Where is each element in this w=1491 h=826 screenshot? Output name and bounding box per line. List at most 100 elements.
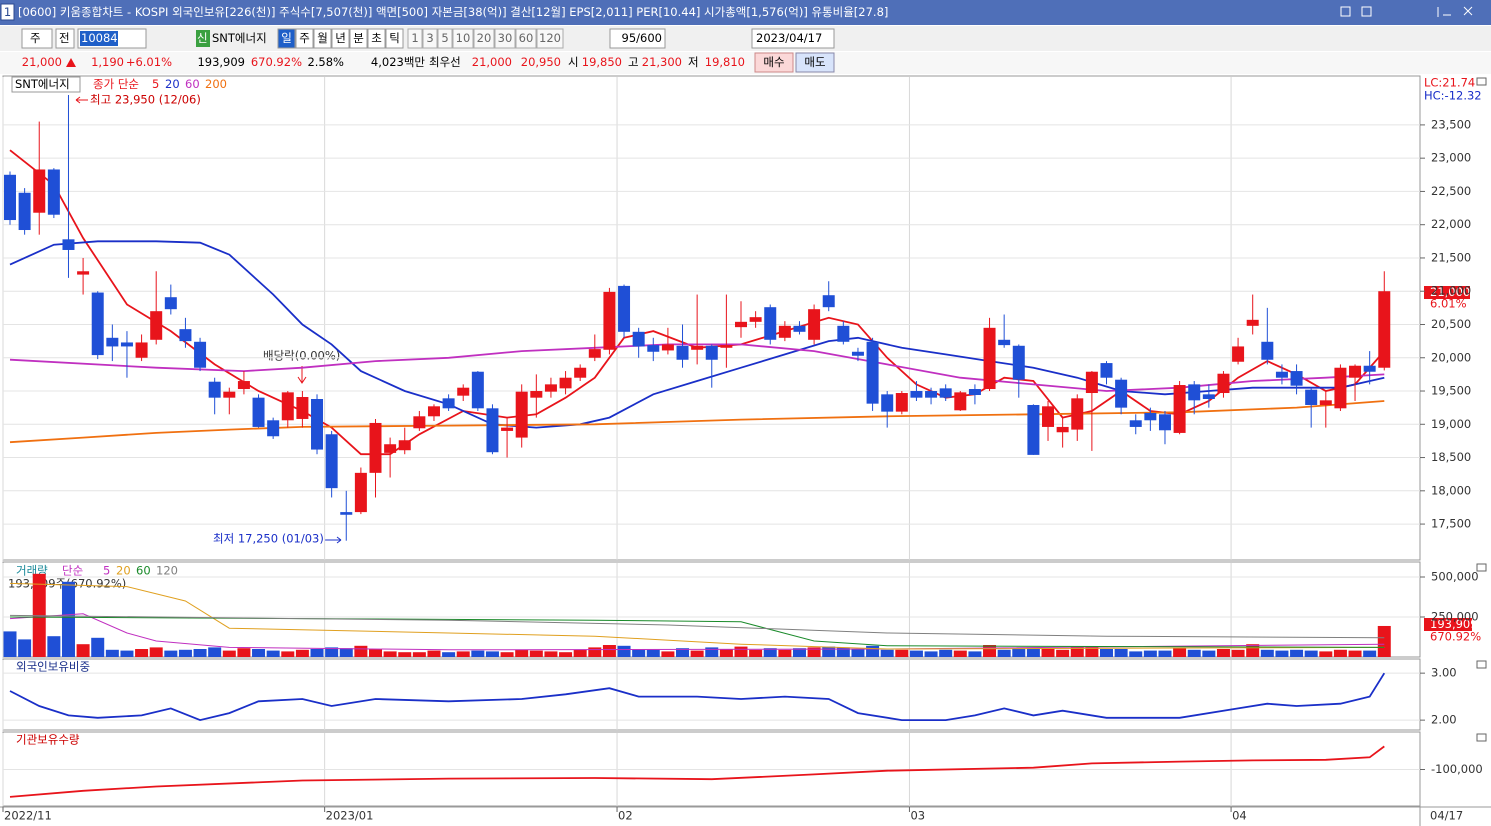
period-button[interactable] <box>295 28 314 49</box>
candle-body <box>296 397 309 419</box>
high-label: 고 <box>628 55 639 69</box>
volume-bar <box>646 649 660 657</box>
period-button[interactable] <box>277 28 296 49</box>
candle-body <box>1042 406 1055 427</box>
candle-body <box>120 342 133 347</box>
count-box[interactable] <box>609 28 666 49</box>
candle-body <box>793 325 806 332</box>
legend-item: 5 <box>103 564 110 578</box>
volume-bar <box>1085 646 1099 657</box>
period-button[interactable] <box>349 28 368 49</box>
volume-bar <box>1348 650 1362 657</box>
window-controls[interactable] <box>1340 6 1473 17</box>
candle-body <box>574 367 587 378</box>
interval-label: 5 <box>441 31 448 45</box>
candle-body <box>954 392 967 411</box>
candle-body <box>866 341 879 404</box>
volume-bar <box>310 649 324 657</box>
volume-bar <box>588 647 602 657</box>
candle-body <box>705 345 718 360</box>
y-tick-label: 20,500 <box>1431 317 1471 331</box>
y-tick-label: 23,500 <box>1431 117 1471 131</box>
volume-bar <box>369 649 382 657</box>
panel-menu[interactable] <box>1476 660 1487 669</box>
volume-bar <box>266 650 280 657</box>
candle-body <box>340 512 353 515</box>
volume-bar <box>602 645 616 657</box>
legend-item: 120 <box>156 564 178 578</box>
toolbar <box>0 26 1491 51</box>
volume-bar <box>807 647 821 657</box>
volume-bar <box>281 651 295 657</box>
interval-button[interactable] <box>452 28 474 49</box>
volume-bar <box>398 652 412 657</box>
institution-title: 기관보유수량 <box>16 733 80 747</box>
volume-bar <box>1202 650 1216 657</box>
candle-body <box>1217 373 1230 394</box>
volume-bar <box>1260 649 1274 657</box>
volume-bar <box>763 648 777 657</box>
sell-button[interactable] <box>795 52 835 73</box>
candle-body <box>691 345 704 350</box>
interval-button[interactable] <box>407 28 423 49</box>
period-button[interactable] <box>385 28 404 49</box>
volume-bar <box>792 648 806 657</box>
interval-button[interactable] <box>515 28 537 49</box>
period-button[interactable] <box>313 28 332 49</box>
period-button-label: 일 <box>281 31 292 45</box>
period-button[interactable] <box>331 28 350 49</box>
candle-body <box>427 406 440 417</box>
panel-menu[interactable] <box>1476 77 1487 86</box>
panel-menu[interactable] <box>1476 563 1487 572</box>
candle-body <box>983 327 996 390</box>
interval-label: 10 <box>456 31 471 45</box>
candle-body <box>1115 379 1128 408</box>
last-pct: 6.01% <box>1430 297 1467 311</box>
volume-bar <box>1333 649 1347 657</box>
period-combo[interactable] <box>21 28 53 49</box>
candle-body <box>1290 371 1303 386</box>
interval-button[interactable] <box>437 28 453 49</box>
period-button-label: 틱 <box>389 31 400 45</box>
candle-body <box>1173 385 1186 433</box>
prev-button[interactable] <box>55 28 75 49</box>
volume-bar <box>515 649 529 657</box>
buy: 매수 <box>763 55 784 69</box>
candle-body <box>1261 341 1274 360</box>
candle-body <box>910 391 923 398</box>
volume-bar <box>1377 625 1391 657</box>
candle-body <box>837 325 850 342</box>
interval-button[interactable] <box>536 28 564 49</box>
period-button[interactable] <box>367 28 386 49</box>
interval-button[interactable] <box>422 28 438 49</box>
y-tick-label: 21,000 <box>1431 284 1471 298</box>
date-box[interactable] <box>751 28 835 49</box>
volume-bar <box>1187 649 1201 657</box>
legend-item: 200 <box>205 77 227 91</box>
y-tick-label: 21,500 <box>1431 250 1471 264</box>
candle-body <box>1246 319 1259 326</box>
candle-body <box>135 342 148 358</box>
y-tick-label: 250,000 <box>1431 610 1479 624</box>
volume-bar <box>383 651 397 657</box>
candle-body <box>77 271 90 275</box>
count: 95/600 <box>622 31 662 45</box>
volume-bar <box>500 652 514 657</box>
volume-bar <box>676 648 690 657</box>
candle-body <box>47 169 60 215</box>
line <box>9 582 1385 650</box>
volume-bar <box>1143 650 1157 657</box>
volume-bar <box>1012 648 1026 657</box>
panel-menu[interactable] <box>1476 733 1487 742</box>
interval-button[interactable] <box>494 28 516 49</box>
volume-bar <box>61 581 75 657</box>
line <box>9 240 1385 429</box>
lc: LC:21.74 <box>1424 76 1475 90</box>
candle-body <box>486 408 499 453</box>
dividend-arrow <box>297 366 307 384</box>
volume-bar <box>953 650 967 657</box>
volume-bar <box>1129 651 1143 657</box>
interval-button[interactable] <box>473 28 495 49</box>
buy-button[interactable] <box>754 52 794 73</box>
